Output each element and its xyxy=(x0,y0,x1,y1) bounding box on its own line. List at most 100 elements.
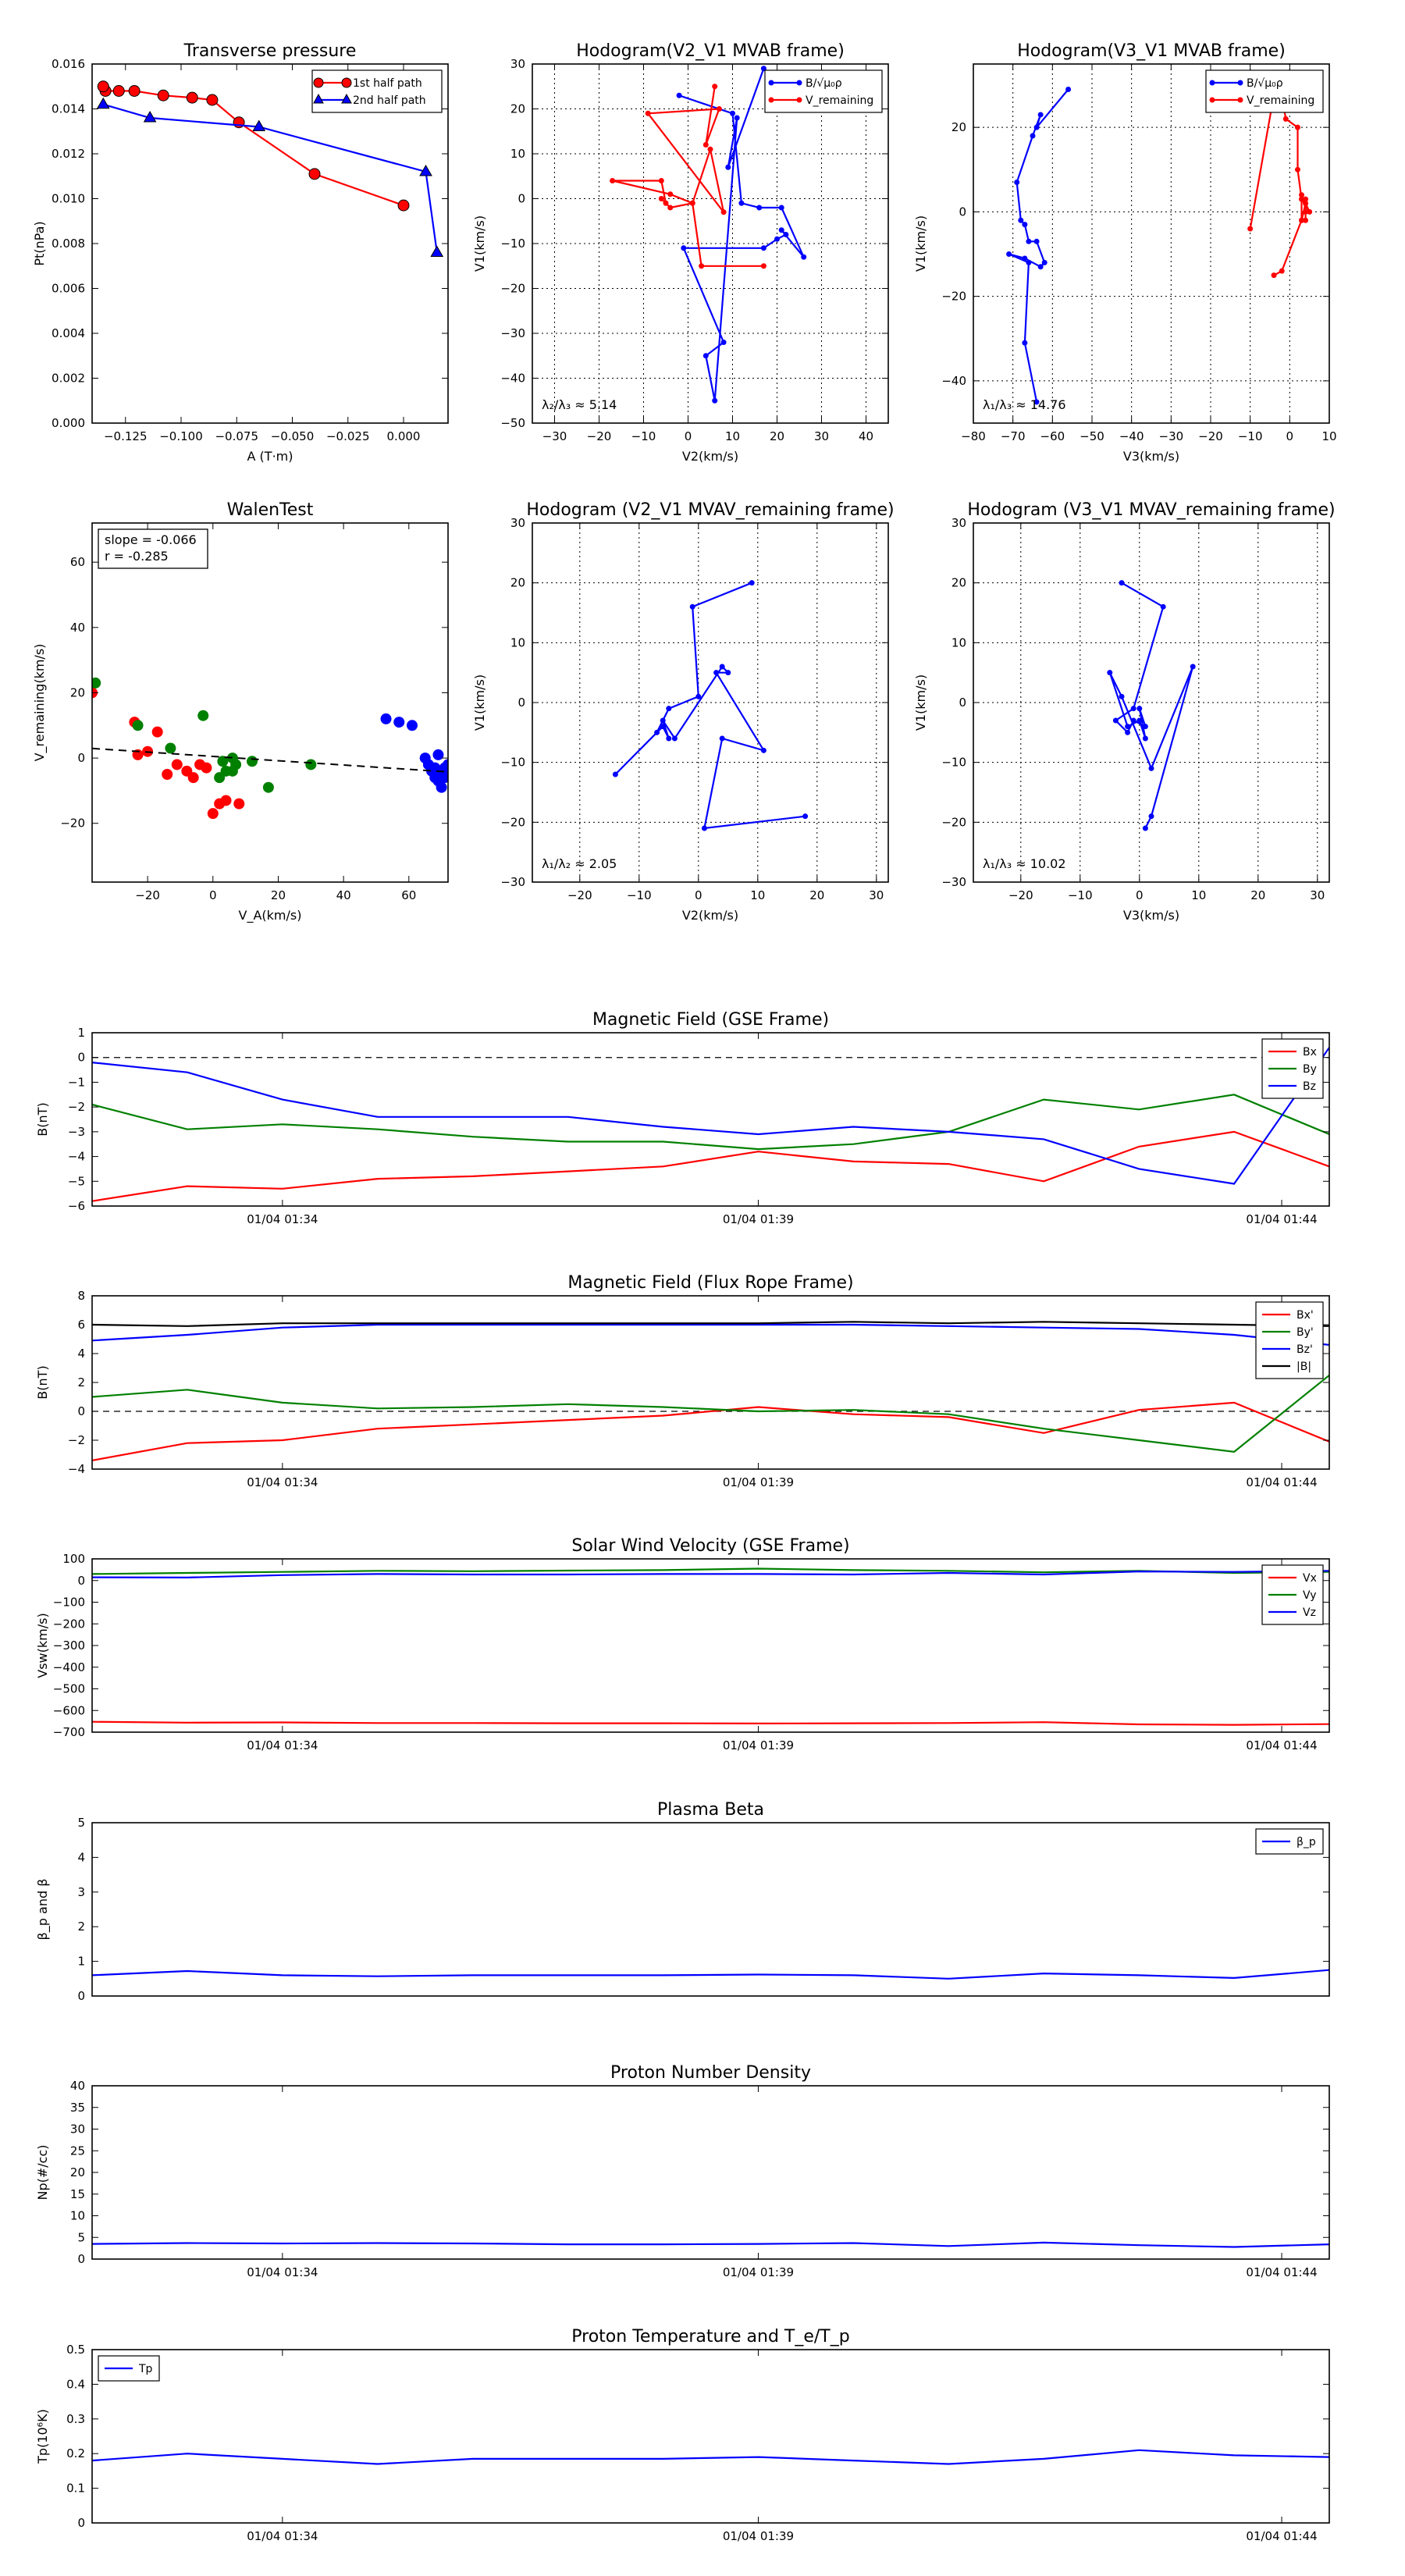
annotation: λ₁/λ₃ ≈ 14.76 xyxy=(983,397,1066,412)
y-tick-label: −30 xyxy=(941,875,966,889)
data-point xyxy=(1130,706,1136,712)
y-tick-label: 0.002 xyxy=(52,372,85,386)
series-bgse-0-line xyxy=(92,1130,1329,1202)
y-tick-label: −40 xyxy=(941,374,966,388)
plot-area xyxy=(92,1047,1329,1202)
data-point xyxy=(612,771,618,777)
data-point xyxy=(712,84,718,90)
x-axis-label: A (T·m) xyxy=(247,449,293,464)
plot-frame xyxy=(91,522,449,883)
x-tick-label: 40 xyxy=(336,888,351,902)
y-tick-label: 15 xyxy=(70,2187,85,2201)
y-tick-label: 5 xyxy=(77,2230,85,2244)
series-vsw-1-line xyxy=(92,1567,1329,1575)
data-point xyxy=(667,191,674,197)
x-tick-label: 01/04 01:34 xyxy=(247,1475,318,1489)
x-tick-label: −60 xyxy=(1040,429,1065,443)
chart-title: Magnetic Field (Flux Rope Frame) xyxy=(567,1273,853,1293)
data-point xyxy=(713,670,720,676)
data-point xyxy=(1303,196,1309,202)
y-tick-label: −10 xyxy=(500,237,525,251)
legend-marker xyxy=(1237,97,1243,103)
y-tick-label: −6 xyxy=(68,1199,85,1213)
data-point xyxy=(1022,340,1028,346)
data-point xyxy=(1303,217,1309,223)
x-tick-label: 01/04 01:39 xyxy=(723,1738,794,1752)
x-tick-label: −10 xyxy=(1238,429,1263,443)
y-tick-label: −30 xyxy=(500,875,525,889)
plot-area xyxy=(610,66,807,404)
x-tick-label: 0 xyxy=(695,888,702,902)
data-point xyxy=(716,106,722,112)
data-point xyxy=(157,89,169,101)
data-point xyxy=(132,720,144,731)
y-tick-label: 0.006 xyxy=(52,282,85,296)
data-point xyxy=(171,759,183,770)
plot-area xyxy=(92,1321,1329,1461)
series-beta-0-line xyxy=(92,1969,1329,1980)
y-tick-label: −40 xyxy=(500,372,525,386)
data-point xyxy=(1303,208,1309,215)
data-point xyxy=(262,781,274,793)
x-tick-label: 01/04 01:34 xyxy=(247,2529,318,2543)
data-point xyxy=(1136,706,1143,712)
plot-area xyxy=(1006,69,1313,405)
y-tick-label: 0 xyxy=(77,1404,85,1418)
y-tick-label: 4 xyxy=(77,1347,85,1361)
series-pt-1-line xyxy=(102,103,438,253)
y-tick-label: 25 xyxy=(70,2144,85,2158)
data-point xyxy=(165,742,176,754)
data-point xyxy=(1299,192,1305,198)
y-tick-label: −20 xyxy=(500,282,525,296)
data-point xyxy=(1125,729,1131,735)
legend-label: Bx xyxy=(1303,1046,1317,1059)
chart-title: Hodogram (V3_V1 MVAV_remaining frame) xyxy=(967,500,1335,520)
y-tick-label: −200 xyxy=(53,1617,85,1631)
chart-beta: 0 1 2 3 4 5 Plasma Beta β_p and β β_p xyxy=(35,1800,1330,2003)
data-point xyxy=(783,232,789,237)
data-point xyxy=(419,164,432,176)
data-point xyxy=(220,795,232,806)
y-tick-label: −10 xyxy=(941,756,966,770)
y-tick-label: 10 xyxy=(70,2209,85,2223)
data-point xyxy=(1279,268,1285,274)
data-point xyxy=(430,245,444,257)
x-tick-label: 01/04 01:44 xyxy=(1246,1475,1317,1489)
y-tick-label: 0.008 xyxy=(52,237,85,251)
x-axis-label: V2(km/s) xyxy=(682,908,738,923)
y-tick-label: 1 xyxy=(77,1026,85,1040)
y-tick-label: −50 xyxy=(500,416,525,430)
legend-marker xyxy=(341,77,352,88)
chart-title: Transverse pressure xyxy=(183,41,357,61)
legend: Bx By Bz xyxy=(1261,1038,1324,1099)
y-tick-label: 40 xyxy=(70,2079,85,2093)
plot-frame xyxy=(91,1822,1330,1997)
legend-label: By xyxy=(1303,1063,1317,1076)
data-point xyxy=(1022,222,1028,228)
y-tick-label: 30 xyxy=(951,516,966,530)
legend-box xyxy=(1205,69,1324,113)
y-tick-label: −2 xyxy=(68,1100,85,1114)
y-tick-label: 0 xyxy=(959,696,966,710)
data-point xyxy=(112,85,125,97)
data-point xyxy=(701,825,707,831)
y-tick-label: −400 xyxy=(53,1660,85,1674)
y-tick-label: 0.3 xyxy=(66,2412,85,2426)
y-tick-label: 20 xyxy=(70,685,85,699)
data-point xyxy=(151,726,163,738)
y-tick-label: −20 xyxy=(941,290,966,304)
plot-area xyxy=(92,2449,1329,2465)
y-tick-label: 0.014 xyxy=(52,102,85,116)
x-tick-label: −30 xyxy=(1159,429,1184,443)
x-tick-label: −0.125 xyxy=(104,429,148,443)
data-point xyxy=(1299,196,1305,202)
plot-area xyxy=(92,2241,1329,2248)
data-point xyxy=(654,729,660,735)
x-tick-label: 01/04 01:44 xyxy=(1246,1212,1317,1226)
plot-frame xyxy=(91,63,449,424)
plot-area xyxy=(92,1567,1329,1726)
chart-vsw: 01/04 01:34 01/04 01:39 01/04 01:44 −700 −60… xyxy=(35,1536,1330,1752)
x-axis-label: V3(km/s) xyxy=(1123,449,1179,464)
